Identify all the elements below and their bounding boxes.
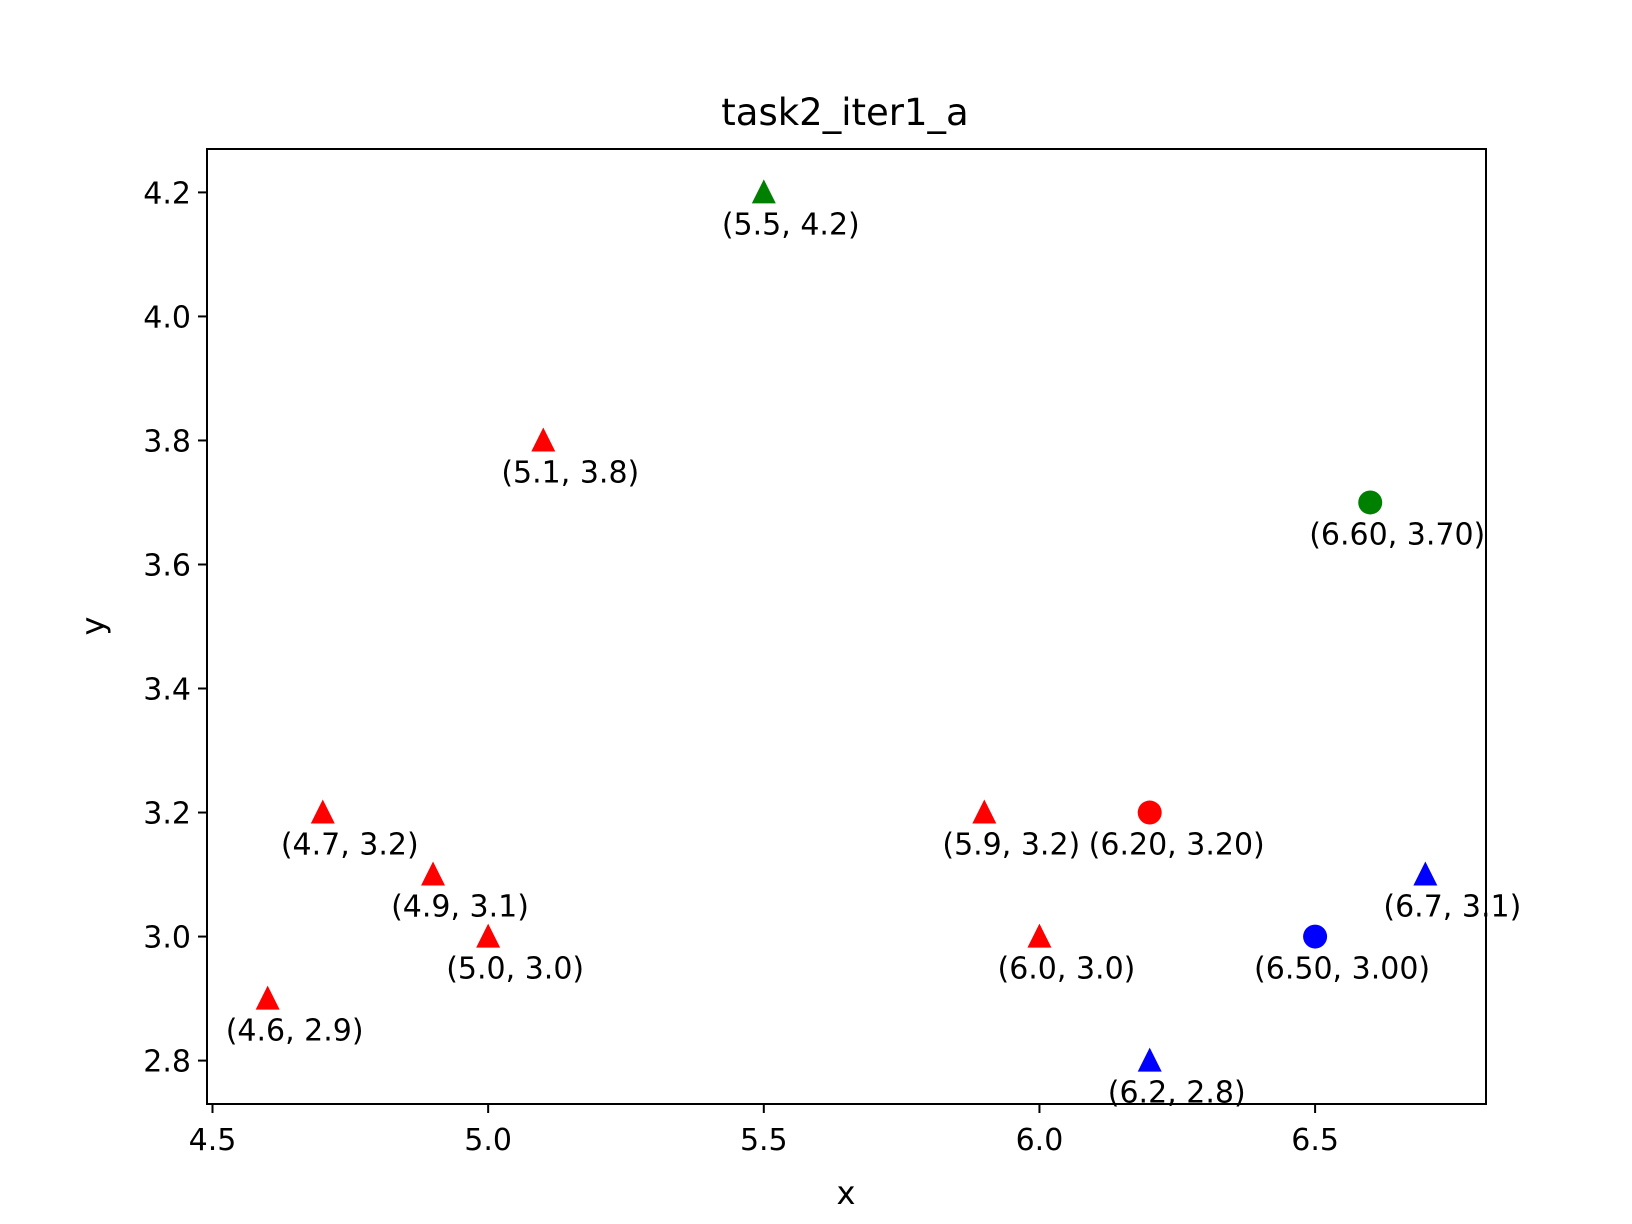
data-point-triangle	[476, 923, 501, 948]
data-points	[255, 179, 1438, 1072]
point-label: (5.5, 4.2)	[722, 207, 860, 242]
data-point-triangle	[1137, 1047, 1162, 1072]
data-point-circle	[1137, 800, 1162, 825]
point-label: (6.60, 3.70)	[1309, 517, 1485, 552]
data-point-circle	[1303, 924, 1328, 949]
y-tick-label: 4.2	[143, 176, 191, 211]
point-label: (4.9, 3.1)	[391, 890, 529, 925]
chart-title: task2_iter1_a	[721, 91, 968, 134]
data-point-triangle	[972, 799, 997, 824]
x-tick-label: 6.0	[1016, 1123, 1064, 1158]
point-label: (6.2, 2.8)	[1108, 1076, 1246, 1111]
data-point-triangle	[310, 799, 335, 824]
data-point-triangle	[421, 861, 446, 886]
x-tick-label: 5.5	[740, 1123, 788, 1158]
x-tick-label: 6.5	[1291, 1123, 1339, 1158]
point-label: (6.50, 3.00)	[1254, 952, 1430, 987]
data-point-triangle	[751, 179, 776, 204]
y-tick-label: 2.8	[143, 1045, 191, 1080]
point-label: (5.1, 3.8)	[501, 455, 639, 490]
y-tick-label: 3.4	[143, 673, 191, 708]
point-label: (4.7, 3.2)	[281, 828, 419, 863]
x-tick-label: 4.5	[189, 1123, 237, 1158]
data-point-triangle	[255, 985, 280, 1010]
x-axis-label: x	[837, 1174, 856, 1212]
y-tick-label: 3.2	[143, 797, 191, 832]
y-tick-label: 3.0	[143, 921, 191, 956]
y-tick-label: 3.6	[143, 548, 191, 583]
point-label: (6.20, 3.20)	[1089, 828, 1265, 863]
point-label: (6.7, 3.1)	[1383, 890, 1521, 925]
data-point-triangle	[1027, 923, 1052, 948]
x-tick-label: 5.0	[464, 1123, 512, 1158]
point-label: (6.0, 3.0)	[997, 952, 1135, 987]
plot-area-frame	[206, 148, 1487, 1105]
data-point-triangle	[1413, 861, 1438, 886]
y-tick-label: 4.0	[143, 300, 191, 335]
y-tick-label: 3.8	[143, 424, 191, 459]
point-label: (4.6, 2.9)	[226, 1014, 364, 1049]
point-label: (5.9, 3.2)	[942, 828, 1080, 863]
axis-ticks: 4.5 5.0 5.5 6.0 6.5 2.8 3.0 3.2 3.4 3.6 3.8 4.0 4.2	[143, 176, 1339, 1158]
y-axis-label: y	[74, 617, 112, 636]
point-label: (5.0, 3.0)	[446, 952, 584, 987]
data-point-triangle	[531, 427, 556, 452]
data-point-circle	[1358, 490, 1383, 515]
